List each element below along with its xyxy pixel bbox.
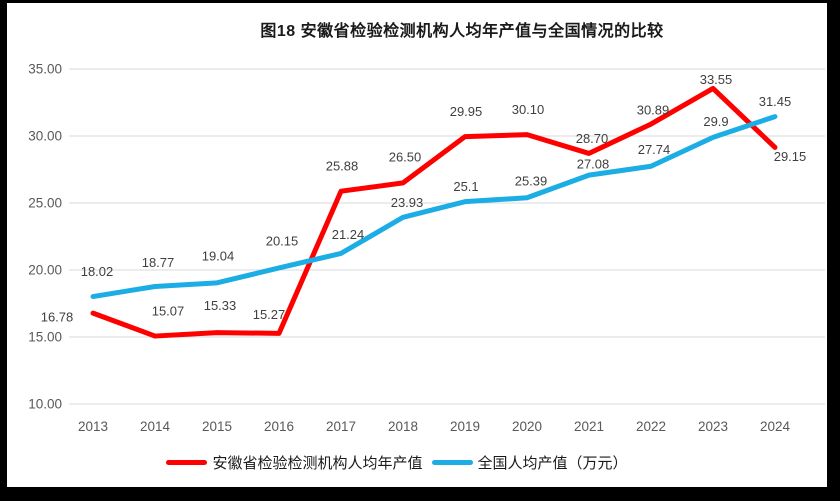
data-label: 25.39 bbox=[515, 173, 548, 188]
y-axis-tick-label: 25.00 bbox=[28, 196, 62, 211]
line-chart: 35.00 30.00 25.00 20.00 15.00 10.00 2013 2014 20… bbox=[28, 62, 825, 434]
data-label: 29.95 bbox=[450, 104, 483, 119]
data-label: 31.45 bbox=[759, 94, 792, 109]
data-label: 18.77 bbox=[142, 255, 175, 270]
data-label: 28.70 bbox=[576, 131, 609, 146]
data-label: 15.33 bbox=[204, 298, 237, 313]
data-label: 25.1 bbox=[453, 179, 478, 194]
x-axis-tick-label: 2021 bbox=[574, 419, 604, 434]
data-label: 29.15 bbox=[774, 149, 807, 164]
series-line-1 bbox=[90, 114, 778, 300]
legend-label-national: 全国人均产值（万元） bbox=[477, 455, 628, 472]
legend-swatch-national-line bbox=[431, 460, 473, 465]
data-label: 29.9 bbox=[703, 114, 728, 129]
y-axis-tick-label: 15.00 bbox=[28, 330, 62, 345]
y-axis-tick-label: 10.00 bbox=[28, 397, 62, 412]
x-axis-tick-label: 2017 bbox=[326, 419, 356, 434]
chart-area: 图18 安徽省检验检测机构人均年产值与全国情况的比较 35.00 30.00 25.… bbox=[7, 3, 827, 487]
data-label: 15.27 bbox=[253, 307, 286, 322]
x-axis-tick-label: 2014 bbox=[140, 419, 171, 434]
data-label: 25.88 bbox=[326, 159, 359, 174]
chart-title: 图18 安徽省检验检测机构人均年产值与全国情况的比较 bbox=[260, 23, 664, 40]
data-label: 27.74 bbox=[638, 142, 671, 157]
x-axis-tick-label: 2022 bbox=[636, 419, 666, 434]
data-label: 18.02 bbox=[81, 264, 114, 279]
data-label: 27.08 bbox=[577, 157, 610, 172]
y-axis-tick-label: 30.00 bbox=[28, 129, 62, 144]
x-axis-tick-label: 2013 bbox=[78, 419, 108, 434]
data-label: 30.89 bbox=[637, 103, 670, 118]
legend-label-anhui: 安徽省检验检测机构人均年产值 bbox=[212, 455, 423, 472]
legend: 安徽省检验检测机构人均年产值 全国人均产值（万元） bbox=[7, 452, 827, 473]
x-axis-tick-label: 2015 bbox=[202, 419, 232, 434]
x-axis-tick-label: 2020 bbox=[512, 419, 542, 434]
data-label: 26.50 bbox=[389, 149, 422, 164]
data-label: 33.55 bbox=[700, 72, 733, 87]
x-axis-tick-label: 2018 bbox=[388, 419, 418, 434]
y-axis-tick-label: 35.00 bbox=[28, 62, 62, 77]
data-label: 23.93 bbox=[391, 195, 424, 210]
y-axis-tick-label: 20.00 bbox=[28, 263, 62, 278]
data-label: 19.04 bbox=[202, 248, 235, 263]
x-axis-tick-label: 2024 bbox=[760, 419, 791, 434]
legend-swatch-anhui-line bbox=[166, 460, 208, 465]
x-axis-tick-label: 2023 bbox=[698, 419, 728, 434]
series-line-0 bbox=[90, 85, 778, 339]
data-label: 16.78 bbox=[41, 310, 74, 325]
data-label: 21.24 bbox=[332, 227, 365, 242]
x-axis-tick-label: 2019 bbox=[450, 419, 480, 434]
data-label: 20.15 bbox=[266, 233, 299, 248]
x-axis-tick-label: 2016 bbox=[264, 419, 294, 434]
data-label: 30.10 bbox=[512, 102, 545, 117]
data-label: 15.07 bbox=[152, 304, 185, 319]
